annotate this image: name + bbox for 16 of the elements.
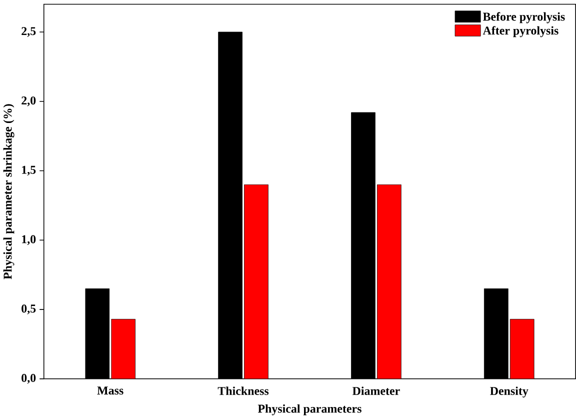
y-axis-title: Physical parameter shrinkage (%): [3, 104, 14, 280]
bar: [85, 288, 110, 380]
y-tick-label: 2,5: [22, 27, 36, 38]
y-tick-label: 1,5: [22, 166, 36, 176]
legend-label: After pyrolysis: [482, 26, 558, 38]
x-axis-title: Physical parameters: [258, 404, 362, 416]
y-tick-label: 0,0: [22, 374, 36, 384]
x-tick-label: Density: [490, 386, 528, 398]
x-tick-label: Diameter: [352, 386, 400, 396]
legend-label: Before pyrolysis: [482, 12, 565, 24]
y-tick-label: 2,0: [22, 96, 36, 106]
bar: [111, 319, 136, 380]
x-tick-label: Mass: [97, 386, 124, 395]
y-tick-label: 0,5: [22, 304, 36, 315]
x-tick-label: Thickness: [218, 386, 269, 396]
y-tick-label: 1,0: [22, 235, 36, 246]
